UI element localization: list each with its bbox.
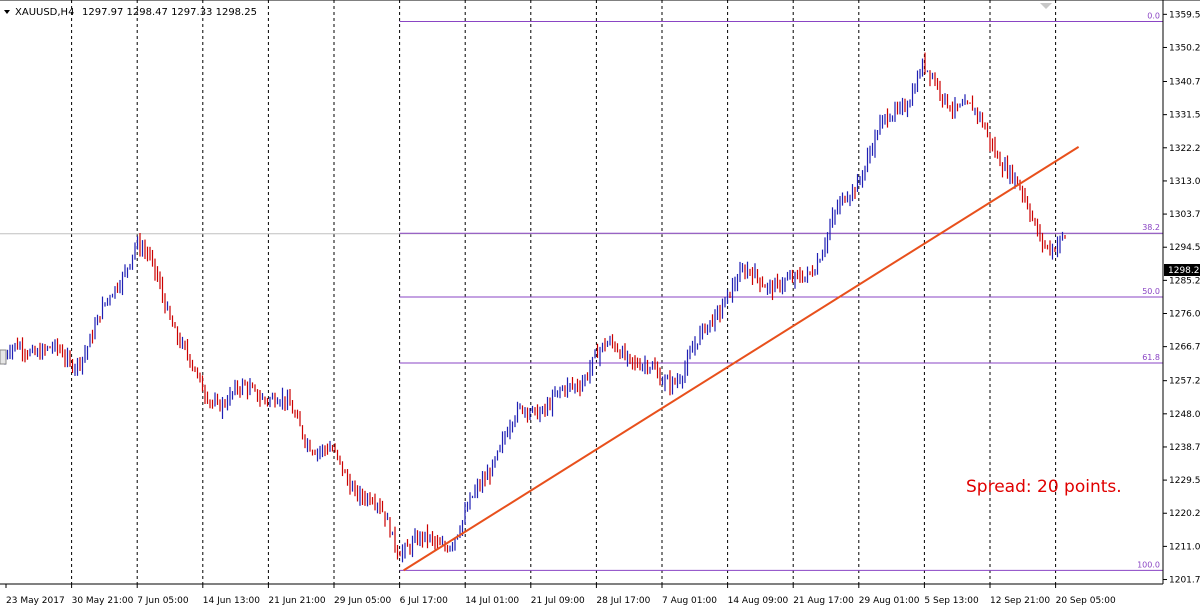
y-tick-label: 1285.25 (1169, 276, 1200, 286)
y-tick-label: 1276.00 (1169, 309, 1200, 319)
fib-level-label: 0.0 (1147, 11, 1160, 20)
y-tick-label: 1266.75 (1169, 343, 1200, 353)
y-tick-label: 1340.75 (1169, 78, 1200, 88)
x-tick-label: 7 Jun 05:00 (137, 596, 189, 606)
x-tick-label: 29 Aug 01:00 (859, 596, 920, 606)
x-tick-label: 14 Jun 13:00 (203, 596, 260, 606)
left-scroll-handle[interactable] (0, 349, 7, 365)
y-tick-label: 1229.50 (1169, 476, 1200, 486)
y-tick-label: 1313.00 (1169, 177, 1200, 187)
x-tick-label: 21 Jul 09:00 (531, 596, 585, 606)
fib-level-label: 50.0 (1142, 287, 1160, 296)
dropdown-triangle-icon[interactable] (4, 10, 10, 14)
x-tick-label: 5 Sep 13:00 (924, 596, 979, 606)
fib-level-label: 61.8 (1142, 353, 1160, 362)
y-tick-label: 1201.75 (1169, 576, 1200, 586)
fib-level-label: 38.2 (1142, 223, 1160, 232)
y-tick-label: 1238.75 (1169, 443, 1200, 453)
price-candles (4, 52, 1066, 563)
x-tick-label: 7 Aug 01:00 (662, 596, 717, 606)
fibonacci-retracement[interactable]: 0.0 38.2 50.0 61.8 100.0 (399, 11, 1163, 571)
x-tick-label: 12 Sep 21:00 (990, 596, 1050, 606)
symbol-label: XAUUSD,H4 (15, 7, 74, 18)
y-tick-label: 1331.50 (1169, 111, 1200, 121)
trendline[interactable] (403, 146, 1080, 572)
x-axis: 23 May 2017 30 May 21:00 7 Jun 05:00 14 Jun… (5, 584, 1116, 606)
current-price-text: 1298.25 (1168, 266, 1200, 276)
axes (0, 0, 1200, 585)
y-tick-label: 1359.50 (1169, 10, 1200, 20)
x-tick-label: 28 Jul 17:00 (596, 596, 650, 606)
y-tick-label: 1322.25 (1169, 144, 1200, 154)
fib-level-label: 100.0 (1137, 560, 1160, 569)
x-tick-label: 23 May 2017 (6, 596, 65, 606)
y-tick-label: 1350.25 (1169, 43, 1200, 53)
y-tick-label: 1248.00 (1169, 410, 1200, 420)
chart-shift-marker-icon[interactable] (1040, 3, 1052, 9)
y-tick-label: 1294.50 (1169, 243, 1200, 253)
support-trendline[interactable] (403, 146, 1080, 572)
y-axis: 1359.50 1350.25 1340.75 1331.50 1322.25 1313.… (1163, 10, 1200, 586)
x-tick-label: 14 Jul 01:00 (465, 596, 519, 606)
spread-annotation: Spread: 20 points. (966, 477, 1122, 497)
x-tick-label: 30 May 21:00 (72, 596, 134, 606)
y-tick-label: 1303.75 (1169, 210, 1200, 220)
y-tick-label: 1220.25 (1169, 509, 1200, 519)
x-tick-label: 20 Sep 05:00 (1056, 596, 1116, 606)
y-tick-label: 1257.25 (1169, 377, 1200, 387)
grid-lines (0, 0, 1163, 584)
x-tick-label: 6 Jul 17:00 (400, 596, 449, 606)
current-price-marker (1164, 264, 1200, 276)
ohlc-values: 1297.97 1298.47 1297.33 1298.25 (82, 7, 257, 18)
x-tick-label: 21 Aug 17:00 (793, 596, 854, 606)
y-tick-label: 1211.00 (1169, 542, 1200, 552)
x-tick-label: 21 Jun 21:00 (268, 596, 325, 606)
x-tick-label: 29 Jun 05:00 (334, 596, 391, 606)
x-tick-label: 14 Aug 09:00 (728, 596, 789, 606)
